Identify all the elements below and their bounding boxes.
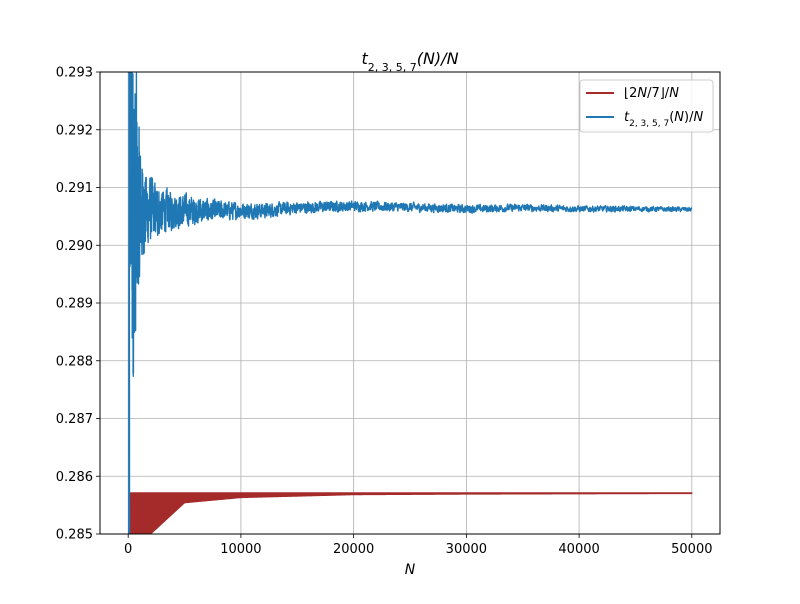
x-tick-label: 10000 — [220, 542, 261, 557]
chart-title: t2, 3, 5, 7(N)/N — [361, 49, 458, 74]
x-tick-label: 20000 — [333, 542, 374, 557]
legend-label-floor: ⌊2N/7⌋/N — [624, 86, 679, 101]
grid — [100, 71, 720, 535]
legend: ⌊2N/7⌋/N t2, 3, 5, 7(N)/N — [579, 79, 714, 133]
y-tick-label: 0.290 — [56, 239, 93, 254]
y-tick-label: 0.292 — [56, 123, 93, 138]
y-tick-label: 0.286 — [56, 470, 93, 485]
x-tick-label: 30000 — [446, 542, 487, 557]
x-ticks: 0 10000 20000 30000 40000 50000 — [124, 534, 712, 557]
x-tick-label: 0 — [124, 542, 132, 557]
y-tick-label: 0.291 — [56, 181, 93, 196]
series-t-line — [128, 72, 693, 534]
x-tick-label: 40000 — [558, 542, 599, 557]
y-ticks: 0.285 0.286 0.287 0.288 0.289 0.290 0.291 0.292… — [56, 66, 100, 543]
x-tick-label: 50000 — [671, 542, 712, 557]
y-tick-label: 0.293 — [56, 66, 93, 81]
y-tick-label: 0.288 — [56, 354, 93, 369]
y-tick-label: 0.289 — [56, 297, 93, 312]
series-floor-band — [129, 492, 693, 534]
x-axis-label: N — [405, 562, 416, 578]
y-tick-label: 0.287 — [56, 412, 93, 427]
series-layer — [128, 72, 693, 534]
y-tick-label: 0.285 — [56, 528, 93, 543]
